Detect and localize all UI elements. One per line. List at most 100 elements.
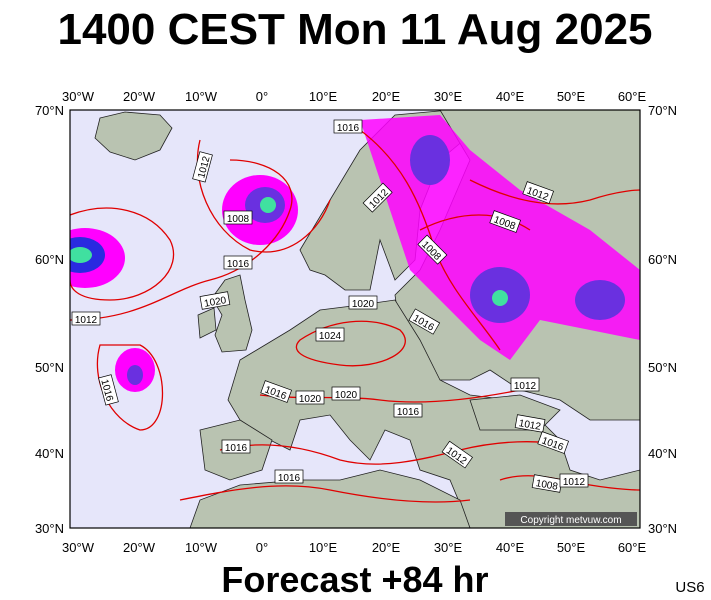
isobar-label-box <box>260 380 292 403</box>
isobar-label-box <box>223 255 253 270</box>
isobar-label-text: 1012 <box>514 381 537 392</box>
isobar-label-box <box>489 210 521 233</box>
copyright-box <box>505 512 637 526</box>
isobar-label: 1016 <box>221 439 251 454</box>
longitude-label: 10°E <box>309 540 338 555</box>
isobar-label: 1016 <box>274 469 304 484</box>
isobar-label-box <box>295 390 325 405</box>
precipitation-shape <box>260 197 276 213</box>
isobar-label-text: 1012 <box>518 418 542 433</box>
longitude-label: 20°W <box>123 89 156 104</box>
isobar-label-box <box>223 210 253 225</box>
run-code: US6 <box>675 579 704 596</box>
isobar-label-box <box>199 291 231 310</box>
isobar-label-text: 1008 <box>227 214 250 225</box>
latitude-label: 50°N <box>35 360 64 375</box>
longitude-label: 30°W <box>62 89 95 104</box>
longitude-label: 50°E <box>557 540 586 555</box>
precipitation-shape <box>410 135 450 185</box>
latitude-label: 40°N <box>35 446 64 461</box>
isobars-shape <box>499 475 640 491</box>
isobar-label-box <box>510 377 540 392</box>
latitude-label: 60°N <box>648 252 677 267</box>
isobar-label-box <box>408 308 441 335</box>
copyright: Copyright metvuw.com <box>520 515 621 526</box>
map-frame <box>69 109 641 529</box>
precipitation <box>70 115 640 392</box>
longitude-label: 20°E <box>372 89 401 104</box>
longitude-label: 0° <box>256 89 268 104</box>
isobar-label-text: 1016 <box>225 443 248 454</box>
isobars-shape <box>179 485 471 503</box>
isobar-label: 1008 <box>223 210 253 225</box>
longitude-label: 40°E <box>496 89 525 104</box>
isobars-shape <box>219 441 561 465</box>
precipitation-shape <box>70 247 92 263</box>
isobar-label: 1020 <box>295 390 325 405</box>
isobars-shape <box>70 207 175 301</box>
isobar-label-text: 1024 <box>319 331 342 342</box>
land-shape <box>197 307 217 339</box>
longitude-label: 20°W <box>123 540 156 555</box>
longitude-label: 40°E <box>496 540 525 555</box>
isobar-label-text: 1020 <box>203 295 227 310</box>
isobar-label-box <box>362 182 393 213</box>
graticule-labels: 30°W 30°W 20°W 20°W 10°W 10°W 0° 0° 10°E 10°E 20°E… <box>35 89 677 555</box>
land-shape <box>227 299 640 528</box>
isobar-label-box <box>393 403 423 418</box>
precipitation-shape <box>575 280 625 320</box>
land-shape <box>94 111 173 161</box>
isobar-label-text: 1016 <box>278 473 301 484</box>
isobar-label-box <box>315 327 345 342</box>
isobar-label: 1020 <box>348 295 378 310</box>
isobar-label: 1012 <box>71 311 101 326</box>
isobar-label-box <box>98 374 119 406</box>
isobar-label: 1016 <box>333 119 363 134</box>
longitude-label: 30°E <box>434 89 463 104</box>
forecast-label: Forecast +84 hr <box>221 559 488 600</box>
longitude-label: 20°E <box>372 540 401 555</box>
isobar-label: 1020 <box>199 291 231 310</box>
isobar-label: 1020 <box>331 386 361 401</box>
isobar-label-text: 1008 <box>535 478 559 493</box>
isobar-label-box <box>417 234 448 265</box>
isobar-label-text: 1016 <box>337 123 360 134</box>
isobar-label-box <box>274 469 304 484</box>
latitude-label: 50°N <box>648 360 677 375</box>
isobars-shape <box>295 320 406 367</box>
isobars-shape <box>469 179 640 205</box>
isobar-label-box <box>559 473 589 488</box>
longitude-label: 10°W <box>185 89 218 104</box>
longitude-label: 50°E <box>557 89 586 104</box>
latitude-label: 70°N <box>648 103 677 118</box>
isobar-label-box <box>331 386 361 401</box>
isobar-label-box <box>441 440 473 469</box>
isobar-label: 1008 <box>531 474 563 493</box>
latitude-label: 40°N <box>648 446 677 461</box>
isobar-label-text: 1012 <box>563 477 586 488</box>
isobar-label-text: 1020 <box>335 390 358 401</box>
longitude-label: 60°E <box>618 540 647 555</box>
isobar-label: 1012 <box>514 414 546 433</box>
isobar-label: 1016 <box>393 403 423 418</box>
isobar-label: 1016 <box>223 255 253 270</box>
isobar-label: 1024 <box>315 327 345 342</box>
isobar-label: 1012 <box>559 473 589 488</box>
isobar-label: 1012 <box>510 377 540 392</box>
isobar-label-box <box>221 439 251 454</box>
latitude-label: 60°N <box>35 252 64 267</box>
precipitation-shape <box>127 365 143 385</box>
map-title: 1400 CEST Mon 11 Aug 2025 <box>57 5 652 54</box>
isobar-label-text: 1020 <box>352 299 375 310</box>
isobars-shape <box>419 214 531 231</box>
isobar-label-text: 1020 <box>299 394 322 405</box>
isobar-label-box <box>514 414 546 433</box>
isobar-label-box <box>192 151 213 183</box>
longitude-label: 0° <box>256 540 268 555</box>
map-area: 1016 1012 1008 1016 1020 1012 1016 1012 1008 1012… <box>70 110 640 528</box>
longitude-label: 60°E <box>618 89 647 104</box>
isobar-label-text: 1016 <box>227 259 250 270</box>
longitude-label: 30°W <box>62 540 95 555</box>
latitude-label: 30°N <box>35 521 64 536</box>
